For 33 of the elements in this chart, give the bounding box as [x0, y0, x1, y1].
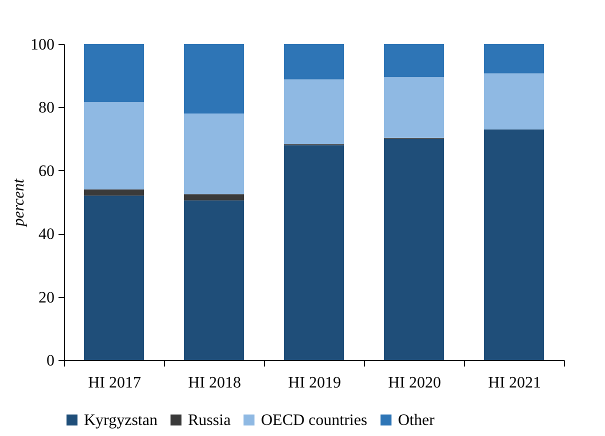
x-tick-label: HI 2021: [488, 374, 541, 392]
bar: [384, 77, 444, 138]
y-axis-title: percent: [10, 178, 28, 228]
bar: [184, 194, 244, 200]
bar: [284, 145, 344, 360]
x-tick-label: HI 2020: [388, 374, 441, 392]
y-tick-label: 0: [46, 352, 54, 370]
x-tick-label: HI 2017: [88, 374, 141, 392]
bar: [284, 79, 344, 144]
bar: [484, 44, 544, 74]
bar: [184, 44, 244, 114]
y-tick-label: 100: [30, 36, 54, 54]
legend-label: Russia: [188, 412, 231, 429]
bar: [384, 138, 444, 360]
bar: [84, 102, 144, 190]
bar: [484, 73, 544, 130]
legend-label: Kyrgyzstan: [84, 412, 158, 429]
bar: [184, 114, 244, 194]
bar: [384, 44, 444, 78]
legend-label: OECD countries: [261, 412, 368, 429]
bar: [284, 44, 344, 80]
x-tick-label: HI 2019: [288, 374, 341, 392]
bar: [484, 129, 544, 360]
x-tick-label: HI 2018: [188, 374, 241, 392]
legend-label: Other: [398, 412, 436, 429]
y-tick-label: 40: [38, 226, 54, 244]
y-tick-label: 80: [38, 100, 54, 117]
bar: [184, 200, 244, 360]
y-tick-label: 60: [38, 162, 54, 180]
bar: [84, 189, 144, 196]
bar: [84, 44, 144, 102]
bar: [84, 196, 144, 360]
y-tick-label: 20: [38, 289, 54, 306]
